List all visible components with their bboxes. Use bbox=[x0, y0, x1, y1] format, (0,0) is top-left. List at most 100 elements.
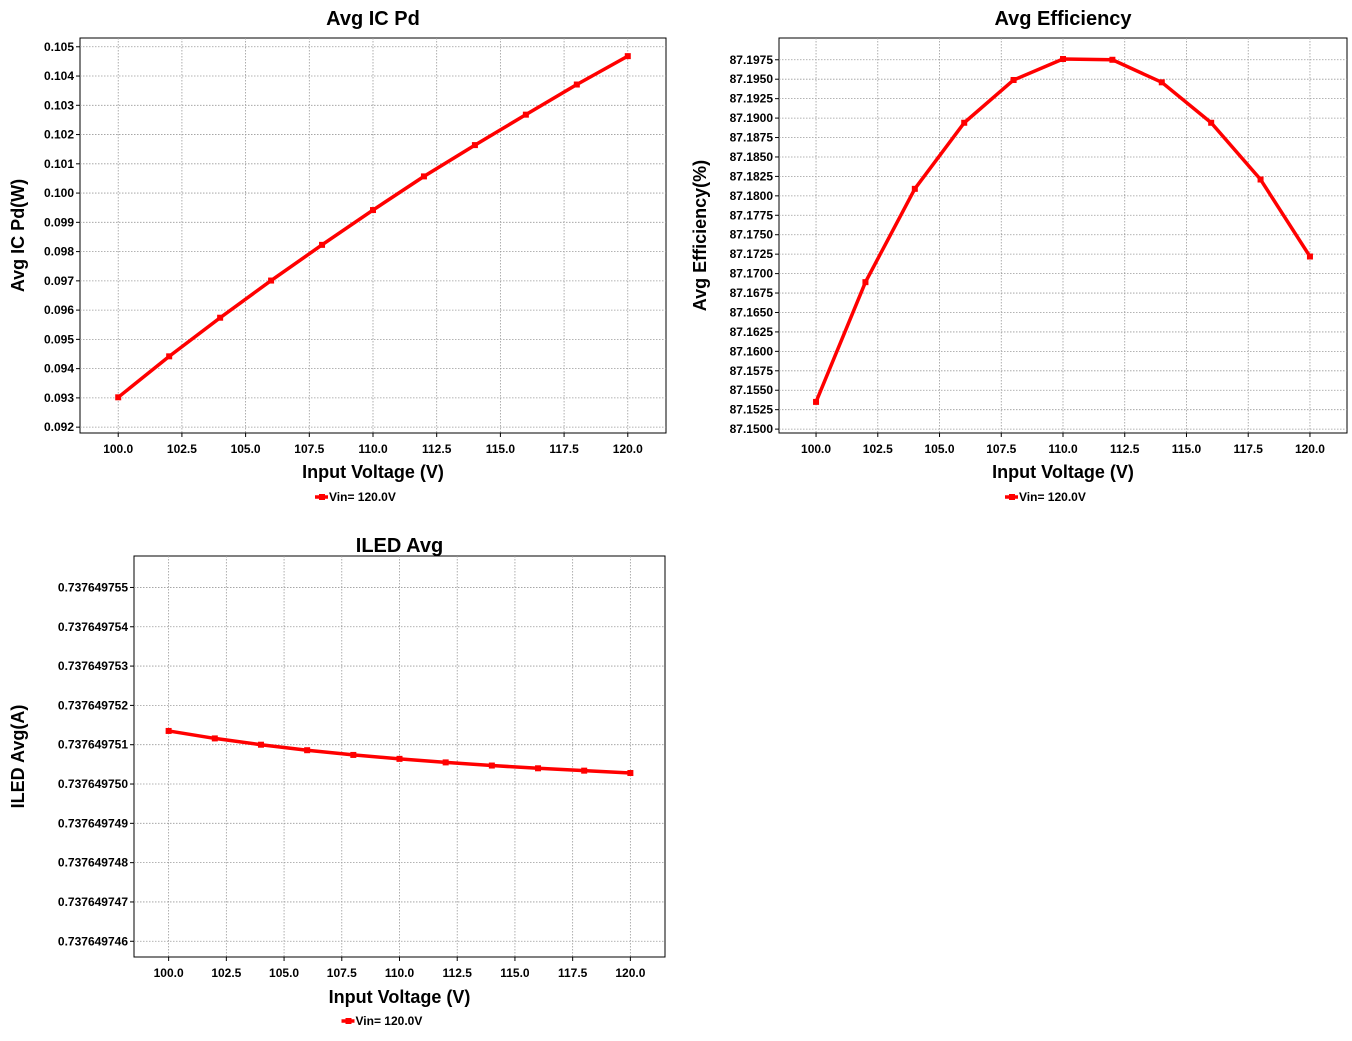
y-tick-label: 87.1725 bbox=[730, 247, 774, 261]
data-point-marker bbox=[442, 759, 449, 766]
data-point-marker bbox=[624, 53, 631, 60]
data-point-marker bbox=[217, 314, 224, 321]
x-axis-label: Input Voltage (V) bbox=[992, 462, 1134, 482]
y-tick-label: 0.092 bbox=[44, 420, 74, 434]
plot-area bbox=[79, 37, 667, 434]
legend: Vin= 120.0V bbox=[341, 1014, 423, 1028]
y-tick-label: 0.095 bbox=[44, 332, 74, 346]
y-tick-label: 87.1950 bbox=[730, 72, 774, 86]
x-tick-label: 110.0 bbox=[385, 966, 415, 980]
data-point-marker bbox=[1257, 176, 1264, 183]
x-tick-label: 100.0 bbox=[103, 442, 133, 456]
x-tick-label: 110.0 bbox=[1048, 442, 1078, 456]
data-point-marker bbox=[319, 241, 326, 248]
data-point-marker bbox=[1060, 55, 1066, 62]
y-tick-label: 0.103 bbox=[44, 98, 74, 112]
y-tick-label: 0.093 bbox=[44, 391, 74, 405]
x-tick-label: 102.5 bbox=[863, 442, 893, 456]
legend-label: Vin= 120.0V bbox=[329, 490, 396, 504]
legend-label: Vin= 120.0V bbox=[356, 1014, 423, 1028]
x-tick-label: 120.0 bbox=[1295, 442, 1325, 456]
data-point-marker bbox=[581, 767, 588, 774]
y-tick-label: 0.737649747 bbox=[58, 895, 128, 909]
y-tick-label: 87.1650 bbox=[730, 305, 774, 319]
data-point-marker bbox=[862, 279, 869, 286]
y-tick-label: 87.1750 bbox=[730, 228, 774, 242]
data-point-marker bbox=[211, 735, 218, 742]
y-tick-label: 87.1925 bbox=[730, 92, 774, 106]
data-point-marker bbox=[1109, 56, 1116, 63]
y-tick-label: 0.105 bbox=[44, 40, 74, 54]
x-tick-label: 105.0 bbox=[925, 442, 955, 456]
x-tick-label: 112.5 bbox=[422, 442, 452, 456]
y-tick-label: 0.097 bbox=[44, 274, 74, 288]
data-point-marker bbox=[911, 185, 918, 192]
y-tick-label: 87.1800 bbox=[730, 189, 774, 203]
y-tick-label: 0.737649754 bbox=[58, 620, 128, 634]
data-point-marker bbox=[1158, 79, 1165, 86]
chart-avg-efficiency: 100.0 102.5 105.0 107.5 110.0 112.5 115.0 117.5… bbox=[676, 0, 1352, 515]
y-tick-label: 87.1550 bbox=[730, 383, 774, 397]
data-point-marker bbox=[488, 762, 495, 769]
y-tick-label: 0.737649755 bbox=[58, 580, 128, 594]
data-point-marker bbox=[627, 770, 634, 777]
y-tick-label: 87.1900 bbox=[730, 111, 774, 125]
chart-avg-ic-pd: 100.0 102.5 105.0 107.5 110.0 112.5 115.0 117.5… bbox=[0, 0, 676, 515]
data-point-marker bbox=[268, 277, 275, 284]
x-tick-label: 115.0 bbox=[500, 966, 530, 980]
data-point-marker bbox=[535, 765, 542, 772]
x-tick-label: 117.5 bbox=[1234, 442, 1264, 456]
x-tick-label: 100.0 bbox=[154, 966, 184, 980]
y-tick-label: 87.1825 bbox=[730, 169, 774, 183]
y-tick-label: 0.737649752 bbox=[58, 698, 128, 712]
y-tick-label: 87.1875 bbox=[730, 131, 774, 145]
y-tick-label: 0.100 bbox=[44, 186, 74, 200]
chart-svg: 100.0 102.5 105.0 107.5 110.0 112.5 115.0 117.5… bbox=[8, 8, 667, 504]
x-tick-label: 107.5 bbox=[986, 442, 1016, 456]
x-tick-label: 120.0 bbox=[613, 442, 643, 456]
y-tick-label: 0.104 bbox=[44, 69, 74, 83]
x-tick-label: 102.5 bbox=[167, 442, 197, 456]
y-tick-label: 0.737649751 bbox=[58, 738, 128, 752]
x-tick-label: 112.5 bbox=[443, 966, 473, 980]
data-point-marker bbox=[166, 353, 173, 360]
y-tick-label: 0.737649753 bbox=[58, 659, 128, 673]
x-tick-label: 112.5 bbox=[1110, 442, 1140, 456]
chart-iled-avg: 100.0 102.5 105.0 107.5 110.0 112.5 115.0 117.5… bbox=[0, 518, 676, 1036]
y-tick-label: 87.1625 bbox=[730, 325, 774, 339]
y-tick-label: 87.1525 bbox=[730, 403, 774, 417]
data-point-marker bbox=[471, 142, 478, 149]
y-axis-label: ILED Avg(A) bbox=[8, 705, 28, 809]
chart-svg: 100.0 102.5 105.0 107.5 110.0 112.5 115.0 117.5… bbox=[690, 8, 1348, 504]
data-point-marker bbox=[1010, 76, 1017, 83]
x-tick-label: 102.5 bbox=[211, 966, 241, 980]
y-tick-label: 87.1775 bbox=[730, 208, 774, 222]
x-tick-label: 107.5 bbox=[327, 966, 357, 980]
y-tick-label: 0.737649748 bbox=[58, 856, 128, 870]
data-point-marker bbox=[813, 398, 820, 405]
legend-marker bbox=[319, 494, 325, 500]
y-tick-label: 87.1575 bbox=[730, 364, 774, 378]
x-tick-label: 115.0 bbox=[486, 442, 516, 456]
data-point-marker bbox=[115, 394, 122, 401]
chart-svg: 100.0 102.5 105.0 107.5 110.0 112.5 115.0 117.5… bbox=[8, 535, 666, 1028]
legend-label: Vin= 120.0V bbox=[1019, 490, 1086, 504]
y-tick-label: 0.737649749 bbox=[58, 816, 128, 830]
y-tick-label: 0.102 bbox=[44, 128, 74, 142]
x-tick-label: 105.0 bbox=[231, 442, 261, 456]
x-tick-label: 117.5 bbox=[558, 966, 588, 980]
x-tick-label: 105.0 bbox=[269, 966, 299, 980]
chart-title: Avg IC Pd bbox=[326, 8, 420, 30]
y-tick-label: 87.1700 bbox=[730, 267, 774, 281]
y-axis-label: Avg IC Pd(W) bbox=[8, 179, 28, 292]
data-point-marker bbox=[522, 111, 529, 118]
x-tick-label: 107.5 bbox=[294, 442, 324, 456]
legend: Vin= 120.0V bbox=[315, 490, 396, 504]
y-axis-label: Avg Efficiency(%) bbox=[690, 160, 710, 311]
legend: Vin= 120.0V bbox=[1005, 490, 1086, 504]
y-tick-label: 0.737649750 bbox=[58, 777, 128, 791]
data-point-marker bbox=[573, 81, 580, 88]
y-tick-label: 0.096 bbox=[44, 303, 74, 317]
data-point-marker bbox=[304, 747, 311, 754]
chart-title: ILED Avg bbox=[356, 535, 443, 557]
